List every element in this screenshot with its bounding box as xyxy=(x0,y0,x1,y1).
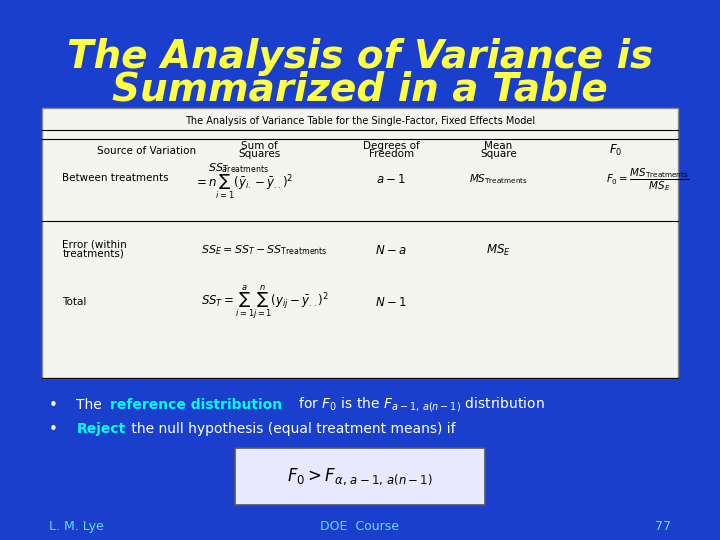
Text: DOE  Course: DOE Course xyxy=(320,520,400,533)
Text: L. M. Lye: L. M. Lye xyxy=(49,520,104,533)
Text: Square: Square xyxy=(480,149,517,159)
Text: $N - 1$: $N - 1$ xyxy=(375,296,407,309)
Text: •: • xyxy=(49,422,58,437)
Text: $MS_E$: $MS_E$ xyxy=(486,242,510,258)
Text: Freedom: Freedom xyxy=(369,149,414,159)
Text: the null hypothesis (equal treatment means) if: the null hypothesis (equal treatment mea… xyxy=(127,422,456,436)
Text: Between treatments: Between treatments xyxy=(63,173,169,183)
Text: $SS_{\mathrm{Treatments}}$: $SS_{\mathrm{Treatments}}$ xyxy=(208,161,269,176)
Text: Squares: Squares xyxy=(238,149,281,159)
FancyBboxPatch shape xyxy=(235,448,485,505)
Text: Reject: Reject xyxy=(76,422,125,436)
Text: The: The xyxy=(76,398,107,412)
Text: The Analysis of Variance is: The Analysis of Variance is xyxy=(67,38,653,76)
Text: $F_0 = \dfrac{MS_{\mathrm{Treatments}}}{MS_E}$: $F_0 = \dfrac{MS_{\mathrm{Treatments}}}{… xyxy=(606,166,689,193)
Text: reference distribution: reference distribution xyxy=(109,398,282,412)
Text: 77: 77 xyxy=(655,520,671,533)
Text: Source of Variation: Source of Variation xyxy=(97,146,197,156)
Text: $SS_E = SS_T - SS_{\mathrm{Treatments}}$: $SS_E = SS_T - SS_{\mathrm{Treatments}}$ xyxy=(201,243,328,257)
Text: Summarized in a Table: Summarized in a Table xyxy=(112,70,608,108)
Text: $= n\sum_{i=1}^{a}(\bar{y}_{i.}-\bar{y}_{..})^2$: $= n\sum_{i=1}^{a}(\bar{y}_{i.}-\bar{y}_… xyxy=(194,166,293,201)
Text: Sum of: Sum of xyxy=(241,141,278,151)
Text: The Analysis of Variance Table for the Single-Factor, Fixed Effects Model: The Analysis of Variance Table for the S… xyxy=(185,117,535,126)
Text: Error (within: Error (within xyxy=(63,239,127,249)
Text: $F_0$: $F_0$ xyxy=(609,143,623,158)
FancyBboxPatch shape xyxy=(42,108,678,378)
Text: for $F_0$ is the $F_{a-1,\, a(n-1)}$ distribution: for $F_0$ is the $F_{a-1,\, a(n-1)}$ dis… xyxy=(294,395,545,415)
Text: $N - a$: $N - a$ xyxy=(375,244,407,256)
Text: treatments): treatments) xyxy=(63,249,125,259)
Text: Degrees of: Degrees of xyxy=(363,141,420,151)
Text: $a - 1$: $a - 1$ xyxy=(376,173,406,186)
Text: •: • xyxy=(49,397,58,413)
Text: Total: Total xyxy=(63,298,87,307)
Text: $F_0 > F_{\alpha,\, a-1,\, a(n-1)}$: $F_0 > F_{\alpha,\, a-1,\, a(n-1)}$ xyxy=(287,466,433,487)
Text: $MS_{\mathrm{Treatments}}$: $MS_{\mathrm{Treatments}}$ xyxy=(469,172,528,186)
Text: Mean: Mean xyxy=(485,141,513,151)
Text: $SS_T = \sum_{i=1}^{a}\sum_{j=1}^{n}(y_{ij}-\bar{y}_{..})^2$: $SS_T = \sum_{i=1}^{a}\sum_{j=1}^{n}(y_{… xyxy=(201,284,329,321)
